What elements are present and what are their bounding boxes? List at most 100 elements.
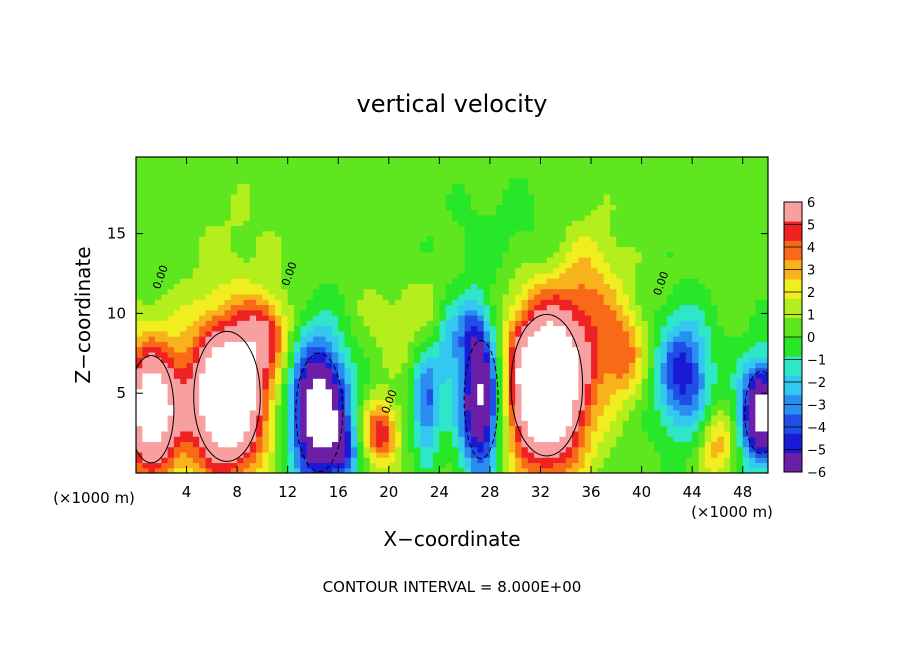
heatmap-cell xyxy=(357,367,365,374)
heatmap-cell xyxy=(388,193,396,200)
heatmap-cell xyxy=(546,251,554,258)
heatmap-cell xyxy=(262,415,270,421)
heatmap-cell xyxy=(407,309,415,316)
heatmap-cell xyxy=(622,325,630,332)
heatmap-cell xyxy=(230,430,238,437)
heatmap-cell xyxy=(192,436,200,442)
heatmap-cell xyxy=(452,388,459,395)
heatmap-cell xyxy=(211,246,219,253)
heatmap-cell xyxy=(540,394,548,400)
heatmap-cell xyxy=(407,257,415,263)
heatmap-cell xyxy=(508,220,516,227)
heatmap-cell xyxy=(414,430,421,437)
heatmap-cell xyxy=(496,288,504,295)
heatmap-cell xyxy=(527,257,535,263)
heatmap-cell xyxy=(243,446,251,453)
heatmap-cell xyxy=(186,399,194,406)
heatmap-cell xyxy=(628,336,636,342)
heatmap-cell xyxy=(452,372,459,379)
heatmap-cell xyxy=(489,457,497,464)
heatmap-cell xyxy=(173,188,181,195)
heatmap-cell xyxy=(300,183,308,190)
heatmap-cell xyxy=(565,162,573,169)
heatmap-cell xyxy=(376,425,384,432)
heatmap-cell xyxy=(426,367,434,374)
heatmap-cell xyxy=(521,251,529,258)
heatmap-cell xyxy=(433,193,440,200)
heatmap-cell xyxy=(154,409,162,416)
heatmap-cell xyxy=(192,236,200,242)
heatmap-cell xyxy=(312,188,320,195)
heatmap-cell xyxy=(489,262,497,269)
heatmap-cell xyxy=(249,309,257,316)
heatmap-cell xyxy=(167,183,175,190)
heatmap-cell xyxy=(622,351,630,358)
heatmap-cell xyxy=(275,320,282,327)
heatmap-cell xyxy=(647,188,655,195)
heatmap-cell xyxy=(515,430,523,437)
heatmap-cell xyxy=(407,462,415,469)
heatmap-cell xyxy=(161,278,169,284)
heatmap-cell xyxy=(572,441,579,448)
heatmap-cell xyxy=(502,462,510,469)
heatmap-cell xyxy=(565,225,573,232)
heatmap-cell xyxy=(186,241,194,248)
heatmap-cell xyxy=(199,278,207,284)
heatmap-cell xyxy=(470,415,478,421)
heatmap-cell xyxy=(565,346,573,353)
heatmap-cell xyxy=(464,278,472,284)
heatmap-cell xyxy=(464,178,472,184)
heatmap-cell xyxy=(622,467,630,473)
heatmap-cell xyxy=(218,272,226,279)
heatmap-cell xyxy=(534,457,542,464)
heatmap-cell xyxy=(610,451,617,458)
heatmap-cell xyxy=(407,436,415,442)
heatmap-cell xyxy=(167,220,175,227)
heatmap-cell xyxy=(591,315,598,321)
heatmap-cell xyxy=(136,193,143,200)
heatmap-cell xyxy=(433,204,440,211)
heatmap-cell xyxy=(230,278,238,284)
heatmap-cell xyxy=(616,162,624,169)
heatmap-cell xyxy=(616,372,624,379)
heatmap-cell xyxy=(414,404,421,411)
heatmap-cell xyxy=(142,204,150,211)
heatmap-cell xyxy=(319,341,327,348)
heatmap-cell xyxy=(553,193,561,200)
heatmap-cell xyxy=(243,262,251,269)
heatmap-cell xyxy=(382,272,390,279)
heatmap-cell xyxy=(426,357,434,363)
heatmap-cell xyxy=(565,320,573,327)
heatmap-cell xyxy=(388,446,396,453)
heatmap-cell xyxy=(243,415,251,421)
heatmap-cell xyxy=(483,278,491,284)
heatmap-cell xyxy=(470,394,478,400)
heatmap-cell xyxy=(199,404,207,411)
heatmap-cell xyxy=(470,236,478,242)
heatmap-cell xyxy=(154,246,162,253)
heatmap-cell xyxy=(357,304,365,311)
heatmap-cell xyxy=(508,336,516,342)
heatmap-cell xyxy=(357,441,365,448)
heatmap-cell xyxy=(414,288,421,295)
heatmap-cell xyxy=(294,214,301,221)
heatmap-cell xyxy=(496,193,504,200)
heatmap-cell xyxy=(521,178,529,184)
heatmap-cell xyxy=(275,167,282,174)
heatmap-cell xyxy=(173,204,181,211)
heatmap-cell xyxy=(186,172,194,179)
heatmap-cell xyxy=(350,230,358,237)
heatmap-cell xyxy=(426,315,434,321)
heatmap-cell xyxy=(572,225,579,232)
heatmap-cell xyxy=(483,293,491,300)
heatmap-cell xyxy=(338,183,346,190)
heatmap-cell xyxy=(312,214,320,221)
heatmap-cell xyxy=(243,162,251,169)
heatmap-cell xyxy=(281,351,289,358)
heatmap-cell xyxy=(502,283,510,290)
heatmap-cell xyxy=(287,241,295,248)
heatmap-cell xyxy=(610,420,617,427)
heatmap-cell xyxy=(477,283,485,290)
heatmap-cell xyxy=(540,430,548,437)
heatmap-cell xyxy=(306,288,314,295)
